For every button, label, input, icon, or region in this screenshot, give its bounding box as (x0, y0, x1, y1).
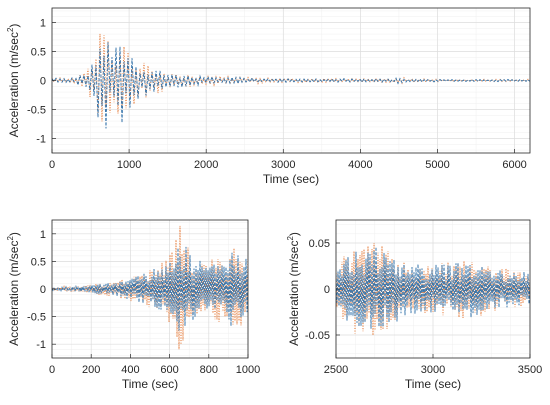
early-zoom-axes: 0 200 400 600 800 1000 -1 -0.5 0 0.5 1 Time (sec) Ac… (6, 219, 260, 391)
full-record-axes: 0 1000 2000 3000 4000 5000 6000 -1 -0.5 0 0.5 1 Time… (6, 7, 531, 186)
x-tick-label: 0 (49, 159, 55, 171)
x-tick-label: 400 (121, 364, 139, 376)
x-tick-label: 200 (82, 364, 100, 376)
x-tick-label: 3000 (271, 159, 295, 171)
x-tick-label: 3500 (518, 364, 542, 376)
series-line-blue-dashed (52, 246, 248, 331)
x-tick-label: 3000 (421, 364, 445, 376)
y-tick-label: -0.05 (305, 330, 330, 342)
y-tick-label: 0 (324, 284, 330, 296)
y-tick-label: 0.5 (31, 256, 46, 268)
late-zoom-axes: 2500 3000 3500 -0.05 0 0.05 Time (sec) Accelera… (286, 219, 542, 391)
x-tick-label: 4000 (348, 159, 372, 171)
series-line-blue-dashed (52, 42, 530, 129)
x-tick-label: 2500 (324, 364, 348, 376)
y-tick-label: -1 (36, 134, 46, 146)
x-tick-label: 2000 (194, 159, 218, 171)
y-tick-label: 0 (40, 76, 46, 88)
x-tick-label: 1000 (236, 364, 260, 376)
y-tick-label: 1 (40, 18, 46, 30)
y-tick-label: -0.5 (27, 312, 46, 324)
minor-grid (52, 8, 530, 153)
y-tick-label: 0.5 (31, 47, 46, 59)
y-tick-label: 0 (40, 284, 46, 296)
x-axis-label: Time (sec) (263, 172, 319, 186)
series-line-orange-dotted (336, 242, 530, 336)
x-tick-label: 5000 (425, 159, 449, 171)
series-line-orange-dotted (52, 33, 530, 122)
x-tick-label: 6000 (502, 159, 526, 171)
x-tick-label: 1000 (117, 159, 141, 171)
x-tick-label: 800 (200, 364, 218, 376)
x-axis-label: Time (sec) (122, 377, 178, 391)
series-line-orange-dotted (52, 225, 248, 350)
y-tick-label: -0.5 (27, 105, 46, 117)
y-tick-label: 1 (40, 229, 46, 241)
x-axis-label: Time (sec) (405, 377, 461, 391)
y-axis-label: Acceleration (m/sec2) (6, 24, 21, 138)
y-tick-label: -1 (36, 339, 46, 351)
y-axis-label: Acceleration (m/sec2) (286, 232, 301, 346)
series-line-blue-dashed (336, 247, 530, 329)
x-tick-label: 0 (49, 364, 55, 376)
x-tick-label: 600 (160, 364, 178, 376)
y-axis-label: Acceleration (m/sec2) (6, 232, 21, 346)
y-tick-label: 0.05 (309, 238, 330, 250)
